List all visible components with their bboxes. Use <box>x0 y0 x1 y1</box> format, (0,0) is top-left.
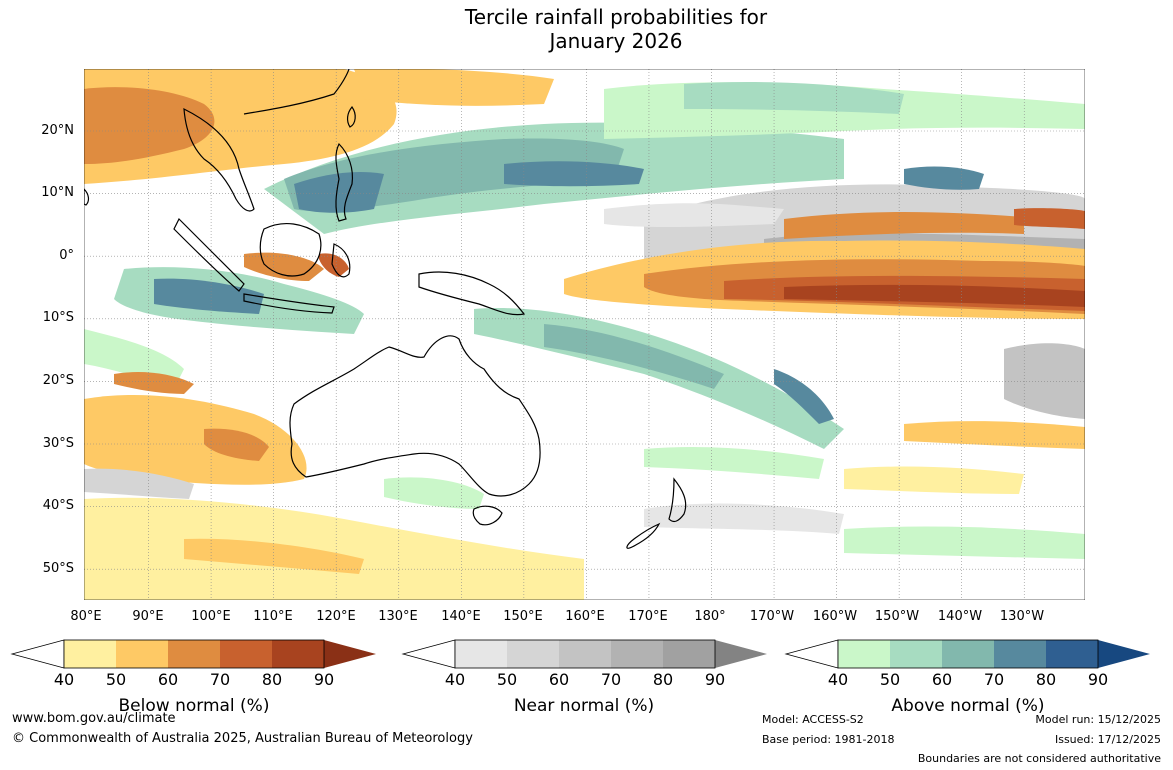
near-colorbar-segment-80 <box>663 640 715 668</box>
sumatra-coastline <box>173 217 245 292</box>
borneo-coastline <box>259 222 322 277</box>
above-tick-40: 40 <box>827 670 849 689</box>
below-colorbar-high-arrow <box>324 640 376 668</box>
model-info: Model: ACCESS-S2 <box>762 713 864 726</box>
above-tick-70: 70 <box>983 670 1005 689</box>
copyright-notice: © Commonwealth of Australia 2025, Austra… <box>12 731 473 746</box>
above-colorbar-low-arrow <box>784 639 839 669</box>
lon-label-170w: 170°W <box>749 609 795 624</box>
below-colorbar-segment-80 <box>272 640 324 668</box>
lon-label-80e: 80°E <box>70 609 102 624</box>
above-colorbar-segment-40 <box>838 640 890 668</box>
above-colorbar-high-arrow <box>1098 640 1150 668</box>
near-tick-50: 50 <box>496 670 518 689</box>
sri-lanka-coastline <box>84 188 90 206</box>
near-colorbar-segment-70 <box>611 640 663 668</box>
lat-label-50s: 50°S <box>42 561 74 576</box>
lat-label-30s: 30°S <box>42 436 74 451</box>
boundary-disclaimer: Boundaries are not considered authoritat… <box>917 752 1161 765</box>
lon-label-150e: 150°E <box>503 609 543 624</box>
lon-label-160e: 160°E <box>565 609 605 624</box>
near-tick-90: 90 <box>704 670 726 689</box>
above-colorbar-segment-60 <box>942 640 994 668</box>
lon-label-130e: 130°E <box>378 609 418 624</box>
lon-label-130w: 130°W <box>999 609 1045 624</box>
base-period-info: Base period: 1981-2018 <box>762 733 895 746</box>
lat-label-20n: 20°N <box>41 123 74 138</box>
indochina-coastline <box>183 107 255 212</box>
near-colorbar-high-arrow <box>715 640 767 668</box>
lon-label-180: 180° <box>694 609 726 624</box>
lon-label-140e: 140°E <box>441 609 481 624</box>
new-guinea-coastline <box>418 271 526 316</box>
coastlines <box>84 69 687 549</box>
above-tick-90: 90 <box>1087 670 1109 689</box>
map-canvas <box>84 69 1085 600</box>
below-colorbar-segment-70 <box>220 640 272 668</box>
model-run-date: Model run: 15/12/2025 <box>1035 713 1161 726</box>
new-zealand-north <box>668 477 687 523</box>
title-line-2: January 2026 <box>549 29 683 53</box>
sulawesi-coastline <box>331 243 351 278</box>
lat-label-40s: 40°S <box>42 498 74 513</box>
lon-label-170e: 170°E <box>628 609 668 624</box>
taiwan-coastline <box>346 106 356 128</box>
near-colorbar-segment-50 <box>507 640 559 668</box>
lon-label-160w: 160°W <box>812 609 858 624</box>
lat-label-20s: 20°S <box>42 373 74 388</box>
above-colorbar-segment-80 <box>1046 640 1098 668</box>
near-tick-80: 80 <box>652 670 674 689</box>
australia-coastline <box>289 335 541 497</box>
lon-label-110e: 110°E <box>253 609 293 624</box>
above-normal-label: Above normal (%) <box>891 696 1045 716</box>
below-normal-colorbar <box>10 639 376 669</box>
above-tick-50: 50 <box>879 670 901 689</box>
below-colorbar-segment-40 <box>64 640 116 668</box>
below-tick-70: 70 <box>209 670 231 689</box>
philippines-coastline <box>335 142 354 222</box>
tasmania-coastline <box>472 505 503 526</box>
near-colorbar-segment-40 <box>455 640 507 668</box>
probability-fields <box>84 69 1085 600</box>
new-zealand-south <box>626 522 661 549</box>
below-normal-label: Below normal (%) <box>118 696 270 716</box>
below-tick-50: 50 <box>105 670 127 689</box>
near-colorbar-segment-60 <box>559 640 611 668</box>
below-colorbar-segment-50 <box>116 640 168 668</box>
below-colorbar-low-arrow <box>10 639 65 669</box>
lon-label-100e: 100°E <box>191 609 231 624</box>
china-coastline <box>243 69 350 115</box>
near-normal-label: Near normal (%) <box>513 696 655 716</box>
issued-date: Issued: 17/12/2025 <box>1054 733 1161 746</box>
near-tick-60: 60 <box>548 670 570 689</box>
above-tick-80: 80 <box>1035 670 1057 689</box>
rainfall-probability-map <box>84 69 1085 600</box>
above-normal-colorbar <box>784 639 1150 669</box>
near-colorbar-low-arrow <box>401 639 456 669</box>
lon-label-120e: 120°E <box>316 609 356 624</box>
below-tick-80: 80 <box>261 670 283 689</box>
lat-label-10n: 10°N <box>41 185 74 200</box>
below-tick-60: 60 <box>157 670 179 689</box>
below-tick-90: 90 <box>313 670 335 689</box>
above-colorbar-segment-70 <box>994 640 1046 668</box>
above-colorbar-segment-50 <box>890 640 942 668</box>
near-tick-40: 40 <box>444 670 466 689</box>
title-line-1: Tercile rainfall probabilities for <box>464 5 768 29</box>
lon-label-90e: 90°E <box>132 609 164 624</box>
map-title: Tercile rainfall probabilities for Janua… <box>0 5 1173 53</box>
graticule <box>84 69 1085 600</box>
bom-url-link[interactable]: www.bom.gov.au/climate <box>12 711 176 726</box>
above-tick-60: 60 <box>931 670 953 689</box>
lat-label-10s: 10°S <box>42 310 74 325</box>
near-normal-colorbar <box>401 639 767 669</box>
lat-label-equator: 0° <box>59 248 74 263</box>
below-tick-40: 40 <box>53 670 75 689</box>
below-colorbar-segment-60 <box>168 640 220 668</box>
lon-label-150w: 150°W <box>874 609 920 624</box>
near-tick-70: 70 <box>600 670 622 689</box>
java-coastline <box>243 293 335 314</box>
lon-label-140w: 140°W <box>937 609 983 624</box>
